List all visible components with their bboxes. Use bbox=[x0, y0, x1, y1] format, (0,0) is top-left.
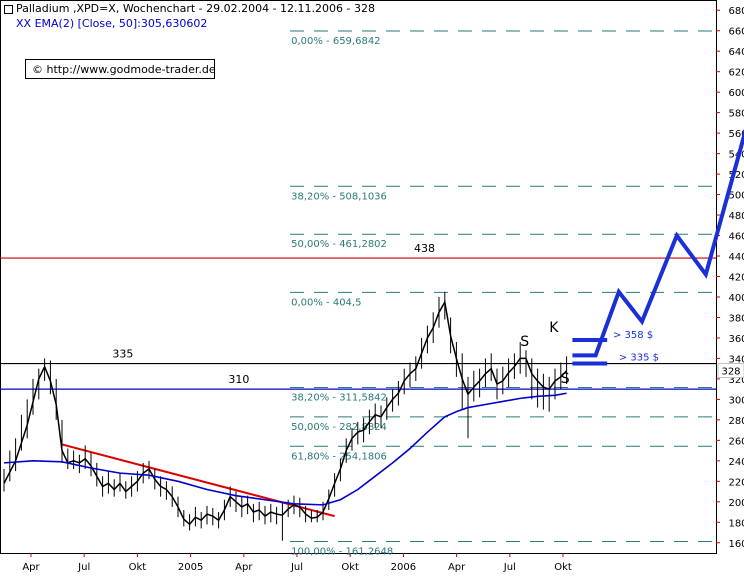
annotation: S bbox=[561, 371, 570, 387]
x-tick-label: Apr bbox=[448, 562, 466, 573]
y-tick-label: 280 bbox=[728, 416, 744, 427]
price-close-line bbox=[3, 299, 568, 526]
y-tick-label: 320 bbox=[728, 375, 744, 386]
copyright-box: © http://www.godmode-trader.de bbox=[25, 59, 216, 79]
chart-type-icon bbox=[4, 5, 13, 14]
last-price-box bbox=[717, 363, 744, 378]
level-label-310: 310 bbox=[228, 373, 249, 386]
x-tick-label: 2006 bbox=[391, 562, 416, 573]
y-tick-label: 480 bbox=[728, 211, 744, 222]
x-tick-label: 2005 bbox=[178, 562, 203, 573]
y-tick-label: 620 bbox=[728, 68, 744, 79]
indicator-legend: XX EMA(2) [Close, 50]:305,630602 bbox=[16, 17, 208, 30]
ema-line bbox=[3, 392, 567, 506]
y-tick-label: 580 bbox=[728, 109, 744, 120]
fib-label: 50,00% - 461,2802 bbox=[291, 239, 387, 250]
y-tick-label: 460 bbox=[728, 232, 744, 243]
downtrend-line bbox=[61, 443, 335, 518]
y-tick-label: 200 bbox=[728, 498, 744, 509]
y-tick-label: 420 bbox=[728, 273, 744, 284]
x-tick-label: Okt bbox=[341, 562, 359, 573]
annotation: > 358 $ bbox=[613, 330, 653, 341]
y-tick-label: 560 bbox=[728, 129, 744, 140]
y-tick-label: 680 bbox=[728, 6, 744, 17]
last-price-label: 328 bbox=[721, 367, 740, 378]
y-tick-label: 660 bbox=[728, 27, 744, 38]
y-tick-label: 340 bbox=[728, 354, 744, 365]
level-label-335: 335 bbox=[112, 348, 133, 361]
x-tick-label: Okt bbox=[129, 562, 147, 573]
y-tick-label: 180 bbox=[728, 518, 744, 529]
fib-label: 61,80% - 254,1806 bbox=[291, 451, 387, 462]
y-tick-label: 360 bbox=[728, 334, 744, 345]
level-label-438: 438 bbox=[414, 242, 435, 255]
x-tick-label: Okt bbox=[554, 562, 572, 573]
y-tick-label: 520 bbox=[728, 170, 744, 181]
x-tick-label: Jul bbox=[290, 562, 303, 573]
fib-label: 100,00% - 161,2648 bbox=[291, 546, 393, 557]
y-tick-label: 640 bbox=[728, 47, 744, 58]
annotation: K bbox=[549, 320, 559, 336]
y-tick-label: 240 bbox=[728, 457, 744, 468]
y-tick-label: 380 bbox=[728, 313, 744, 324]
x-tick-label: Apr bbox=[22, 562, 40, 573]
y-tick-label: 600 bbox=[728, 88, 744, 99]
y-tick-label: 540 bbox=[728, 150, 744, 161]
y-tick-label: 440 bbox=[728, 252, 744, 263]
fib-label: 0,00% - 404,5 bbox=[291, 297, 361, 308]
annotation: S bbox=[520, 334, 529, 350]
fib-label: 50,00% - 282,8824 bbox=[291, 422, 387, 433]
x-tick-label: Jul bbox=[503, 562, 516, 573]
y-tick-label: 300 bbox=[728, 395, 744, 406]
annotation: > 335 $ bbox=[619, 352, 659, 363]
fib-label: 0,00% - 659,6842 bbox=[291, 36, 380, 47]
y-tick-label: 220 bbox=[728, 477, 744, 488]
y-tick-label: 260 bbox=[728, 436, 744, 447]
x-tick-label: Jul bbox=[77, 562, 90, 573]
y-tick-label: 160 bbox=[728, 539, 744, 550]
projection-path bbox=[572, 128, 744, 358]
chart-title: Palladium ,XPD=X, Wochenchart - 29.02.20… bbox=[16, 2, 375, 15]
y-tick-label: 500 bbox=[728, 191, 744, 202]
x-tick-label: Apr bbox=[235, 562, 253, 573]
fib-label: 38,20% - 508,1036 bbox=[291, 191, 387, 202]
fib-label: 38,20% - 311,5842 bbox=[291, 393, 387, 404]
y-tick-label: 400 bbox=[728, 293, 744, 304]
